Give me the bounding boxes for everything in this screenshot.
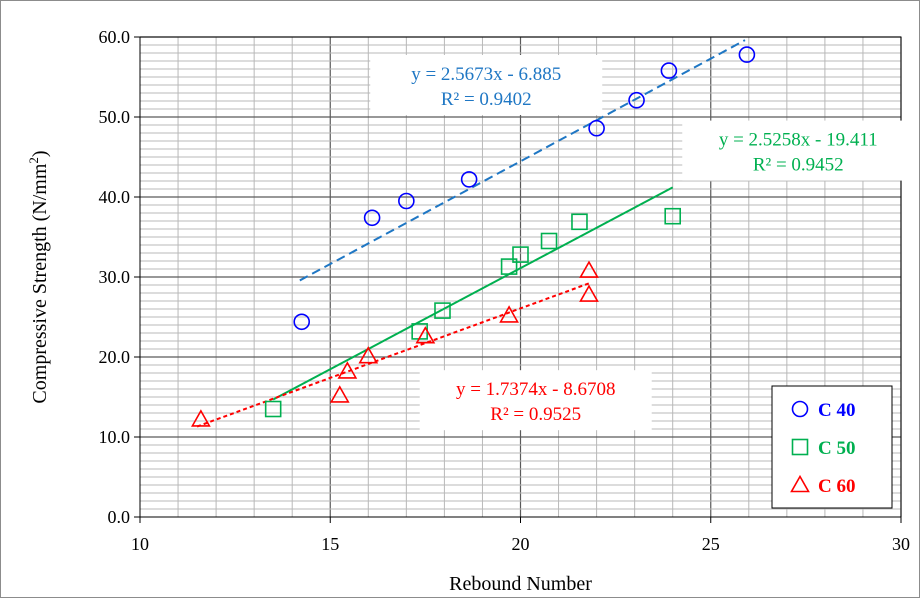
- data-point-c-40: [398, 192, 415, 210]
- y-tick-label: 20.0: [99, 347, 131, 367]
- y-tick-label: 40.0: [99, 187, 131, 207]
- legend-entry: C 40: [818, 400, 855, 421]
- data-point-c-50: [540, 232, 558, 250]
- data-point-c-60: [329, 385, 350, 403]
- trendline-c-50: [272, 186, 674, 401]
- data-point-c-50: [571, 213, 588, 231]
- y-axis-label: Compressive Strength (N/mm2): [26, 150, 51, 403]
- y-axis-label-superscript: 2: [26, 157, 41, 164]
- data-point-c-60: [358, 346, 379, 364]
- data-markers: [191, 46, 756, 427]
- data-point-c-60: [579, 260, 599, 278]
- trendline-r-squared: R² = 0.9452: [753, 155, 844, 176]
- data-point-c-40: [660, 62, 678, 79]
- data-point-c-60: [337, 361, 358, 379]
- y-tick-label: 50.0: [99, 107, 131, 127]
- y-tick-label: 10.0: [99, 427, 131, 447]
- y-axis-label-main: Compressive Strength (N/mm: [29, 163, 51, 403]
- x-tick-label: 15: [321, 534, 339, 554]
- equation-label-background: [682, 120, 915, 181]
- data-point-c-40: [363, 209, 381, 227]
- trendline-c-40: [299, 39, 746, 282]
- y-tick-label: 30.0: [99, 267, 131, 287]
- trendlines: [196, 39, 746, 428]
- data-point-c-60: [415, 326, 436, 344]
- data-point-c-40: [460, 171, 478, 188]
- x-tick-label: 30: [892, 534, 910, 554]
- legend-marker: [791, 438, 809, 456]
- trendline-r-squared: R² = 0.9402: [441, 89, 532, 110]
- data-point-c-40: [628, 91, 645, 109]
- trendline-equation: y = 2.5258x - 19.411: [719, 130, 878, 151]
- trendline-equation: y = 2.5673x - 6.885: [411, 64, 561, 85]
- data-point-c-40: [738, 46, 756, 63]
- equation-label-c-60: y = 1.7374x - 8.6708 R² = 0.9525: [419, 370, 652, 431]
- data-point-c-50: [264, 400, 282, 418]
- y-axis-ticks: 0.0 10.0 20.0 30.0 40.0 50.0 60.0: [99, 27, 140, 527]
- legend: C 40 C 50 C 60: [771, 385, 893, 509]
- y-axis-label-end: ): [29, 150, 51, 157]
- data-point-c-50: [512, 246, 529, 263]
- data-point-c-40: [293, 313, 311, 331]
- equation-label-background: [419, 370, 652, 431]
- equation-label-background: [370, 55, 603, 115]
- legend-marker: [791, 400, 809, 418]
- data-point-c-60: [499, 305, 519, 323]
- legend-marker: [790, 474, 810, 493]
- trendline-equation: y = 1.7374x - 8.6708: [456, 379, 616, 400]
- x-tick-label: 25: [702, 534, 720, 554]
- data-point-c-40: [588, 119, 605, 137]
- data-point-c-50: [434, 302, 451, 319]
- equation-label-c-40: y = 2.5673x - 6.885 R² = 0.9402: [370, 55, 603, 115]
- data-point-c-60: [191, 409, 211, 427]
- data-point-c-50: [664, 207, 682, 225]
- y-tick-label: 60.0: [99, 27, 131, 47]
- equation-labels: y = 2.5673x - 6.885 R² = 0.9402 y = 2.5258…: [370, 55, 915, 431]
- equation-label-c-50: y = 2.5258x - 19.411 R² = 0.9452: [682, 120, 915, 181]
- y-tick-label: 0.0: [108, 507, 131, 527]
- data-point-c-60: [579, 284, 599, 302]
- x-tick-label: 10: [131, 534, 149, 554]
- x-axis-label: Rebound Number: [449, 573, 592, 595]
- x-axis-ticks: 10 15 20 25 30: [131, 517, 910, 554]
- legend-entry: C 50: [818, 438, 855, 459]
- data-point-c-50: [500, 258, 518, 275]
- x-tick-label: 20: [512, 534, 530, 554]
- legend-entry: C 60: [818, 476, 855, 497]
- trendline-r-squared: R² = 0.9525: [490, 404, 581, 425]
